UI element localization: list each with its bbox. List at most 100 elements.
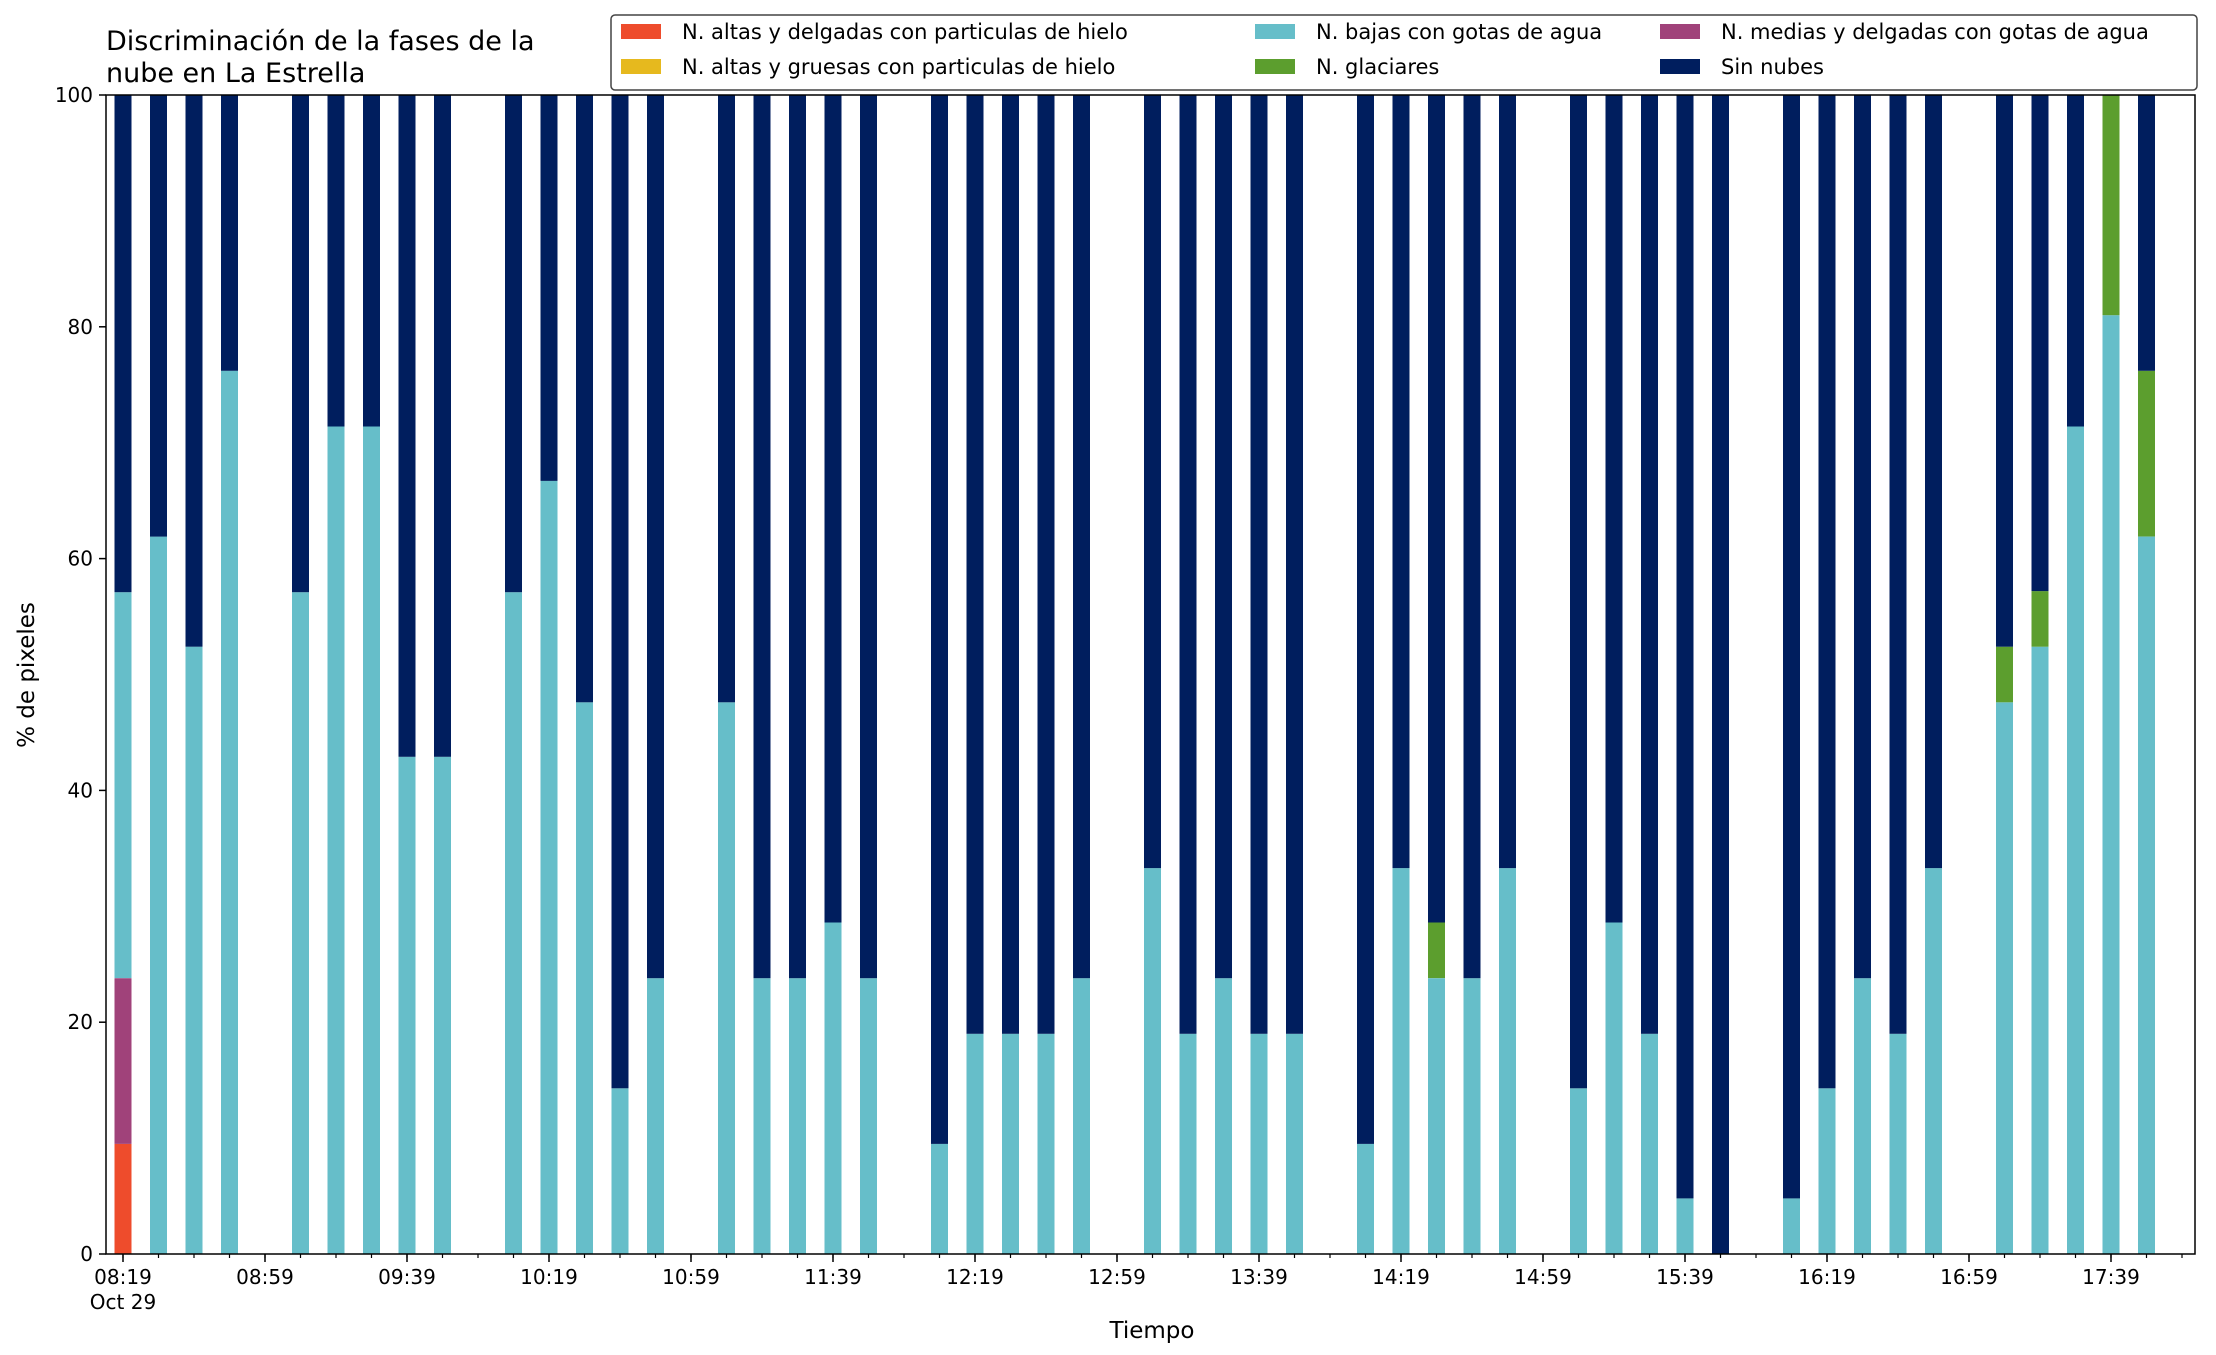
bar-segment xyxy=(860,978,877,1254)
bar-segment xyxy=(1925,868,1942,1254)
bar-segment xyxy=(1783,95,1800,1199)
legend-entry: Sin nubes xyxy=(1721,55,1824,79)
bar-segment xyxy=(1889,95,1907,1034)
bar-segment xyxy=(1250,95,1268,1034)
bar-segment xyxy=(363,95,380,427)
bar-segment xyxy=(718,95,735,703)
bar-segment xyxy=(1818,1088,1836,1254)
bar-segment xyxy=(114,978,132,1144)
bar-segment xyxy=(1712,95,1729,1254)
x-tick-label: 14:19 xyxy=(1372,1265,1430,1289)
bar-segment xyxy=(114,592,132,979)
x-tick-label: 09:39 xyxy=(378,1265,436,1289)
bar-segment xyxy=(2138,95,2155,371)
legend-swatch xyxy=(1255,24,1295,39)
bar-segment xyxy=(150,536,167,1254)
bar-segment xyxy=(647,978,664,1254)
bar-segment xyxy=(1428,978,1445,1254)
legend-swatch xyxy=(1660,24,1700,39)
bar-segment xyxy=(114,95,132,593)
x-tick-label: 14:59 xyxy=(1514,1265,1572,1289)
bar-segment xyxy=(824,922,842,1254)
bar-segment xyxy=(327,426,345,1254)
bar-segment xyxy=(1286,1033,1303,1254)
bar-segment xyxy=(1783,1198,1800,1254)
chart-title: Discriminación de la fases de la nube en… xyxy=(106,26,535,89)
bar-segment xyxy=(363,426,380,1254)
chart-title-line-1: Discriminación de la fases de la xyxy=(106,26,535,57)
bar-segment xyxy=(966,95,984,1034)
y-tick-label: 40 xyxy=(68,778,93,802)
bar-segment xyxy=(185,95,203,647)
legend-swatch xyxy=(621,59,661,74)
bar-segment xyxy=(789,95,806,979)
bar-segment xyxy=(1179,1033,1197,1254)
bar-segment xyxy=(2031,646,2049,1254)
bar-segment xyxy=(1676,1198,1694,1254)
x-tick-label: 08:19 xyxy=(94,1265,152,1289)
bar-segment xyxy=(1144,95,1161,869)
legend-entry: N. bajas con gotas de agua xyxy=(1316,20,1602,44)
legend-entry: N. altas y gruesas con particulas de hie… xyxy=(682,55,1115,79)
bar-segment xyxy=(2138,536,2155,1254)
bar-segment xyxy=(292,95,309,593)
bar-segment xyxy=(1463,95,1481,979)
legend-frame xyxy=(610,14,2198,91)
bar-segment xyxy=(1392,868,1410,1254)
bar-segment xyxy=(2067,95,2084,427)
bar-segment xyxy=(1605,922,1623,1254)
bar-segment xyxy=(434,756,451,1254)
bar-segment xyxy=(398,756,416,1254)
bar-segment xyxy=(931,1143,948,1254)
bar-segment xyxy=(1428,95,1445,923)
bar-segment xyxy=(1499,95,1516,869)
x-tick-label: 08:59 xyxy=(236,1265,294,1289)
bar-segment xyxy=(2138,370,2155,537)
bar-segment xyxy=(1641,1033,1658,1254)
bar-segment xyxy=(540,95,558,481)
bar-segment xyxy=(398,95,416,757)
y-tick-label: 0 xyxy=(80,1242,93,1266)
bar-segment xyxy=(150,95,167,537)
bar-segment xyxy=(1215,978,1232,1254)
bar-segment xyxy=(505,95,522,593)
bar-segment xyxy=(1357,1143,1374,1254)
legend-swatch xyxy=(1255,59,1295,74)
bar-segment xyxy=(1392,95,1410,869)
legend-entry: N. altas y delgadas con particulas de hi… xyxy=(682,20,1128,44)
bar-segment xyxy=(221,95,238,371)
bar-segment xyxy=(1037,1033,1055,1254)
bar-segment xyxy=(2031,95,2049,592)
legend-swatch xyxy=(1660,59,1700,74)
bar-segment xyxy=(1002,1033,1019,1254)
bar-segment xyxy=(1215,95,1232,979)
bar-segment xyxy=(1002,95,1019,1034)
bar-segment xyxy=(327,95,345,427)
bar-segment xyxy=(2067,426,2084,1254)
bar-segment xyxy=(185,646,203,1254)
y-tick-label: 60 xyxy=(68,547,93,571)
bar-segment xyxy=(434,95,451,757)
legend-entry: N. glaciares xyxy=(1316,55,1439,79)
bar-segment xyxy=(1854,95,1871,979)
bar-segment xyxy=(221,370,238,1254)
bar-segment xyxy=(1996,646,2013,703)
y-tick-label: 80 xyxy=(68,315,93,339)
bar-segment xyxy=(1179,95,1197,1034)
bar-segment xyxy=(1854,978,1871,1254)
bar-segment xyxy=(1463,978,1481,1254)
bar-segment xyxy=(2102,95,2120,316)
bar-segment xyxy=(824,95,842,923)
bar-segment xyxy=(1144,868,1161,1254)
bar-segment xyxy=(1605,95,1623,923)
x-tick-label: 16:19 xyxy=(1798,1265,1856,1289)
bar-segment xyxy=(1037,95,1055,1034)
bars xyxy=(114,95,2155,1254)
bar-segment xyxy=(292,592,309,1254)
chart-title-line-2: nube en La Estrella xyxy=(106,58,365,89)
bar-segment xyxy=(1889,1033,1907,1254)
x-tick-label: 12:59 xyxy=(1088,1265,1146,1289)
bar-segment xyxy=(860,95,877,979)
